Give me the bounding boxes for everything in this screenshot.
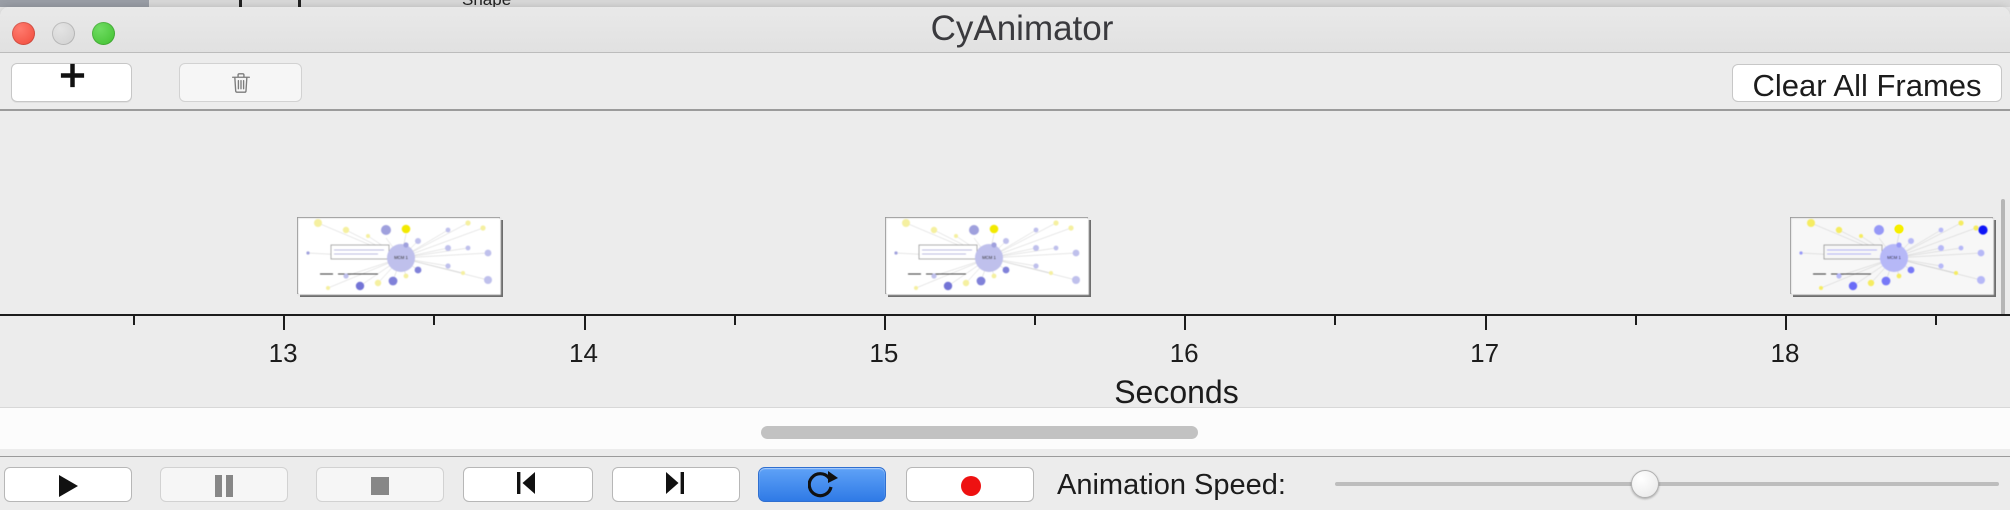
svg-text:MCM 1: MCM 1 [982,255,996,260]
svg-text:MCM 1: MCM 1 [394,255,408,260]
svg-text:MCM 1: MCM 1 [1887,255,1901,260]
